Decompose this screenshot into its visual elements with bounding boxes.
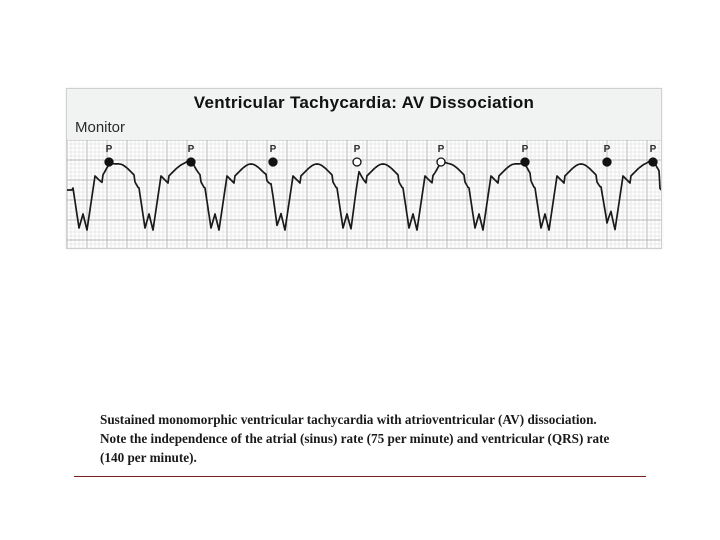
figure-title: Ventricular Tachycardia: AV Dissociation (67, 89, 661, 117)
p-wave-label: P (270, 144, 277, 155)
lead-label: Monitor (67, 117, 661, 140)
p-wave-label: P (438, 144, 445, 155)
ecg-strip-svg: PPPPPPPP (67, 140, 661, 248)
p-marker-filled-icon (187, 158, 195, 166)
ecg-strip: PPPPPPPP (67, 140, 661, 248)
p-wave-label: P (188, 144, 195, 155)
slide-divider (74, 476, 646, 477)
p-marker-filled-icon (603, 158, 611, 166)
p-marker-open-icon (437, 158, 445, 166)
p-wave-label: P (650, 144, 657, 155)
p-marker-filled-icon (521, 158, 529, 166)
ecg-figure: Ventricular Tachycardia: AV Dissociation… (66, 88, 662, 249)
p-marker-filled-icon (269, 158, 277, 166)
p-marker-open-icon (353, 158, 361, 166)
p-marker-filled-icon (105, 158, 113, 166)
p-wave-label: P (106, 144, 113, 155)
p-wave-label: P (604, 144, 611, 155)
p-wave-label: P (354, 144, 361, 155)
p-marker-filled-icon (649, 158, 657, 166)
figure-caption: Sustained monomorphic ventricular tachyc… (100, 410, 620, 467)
p-wave-label: P (522, 144, 529, 155)
